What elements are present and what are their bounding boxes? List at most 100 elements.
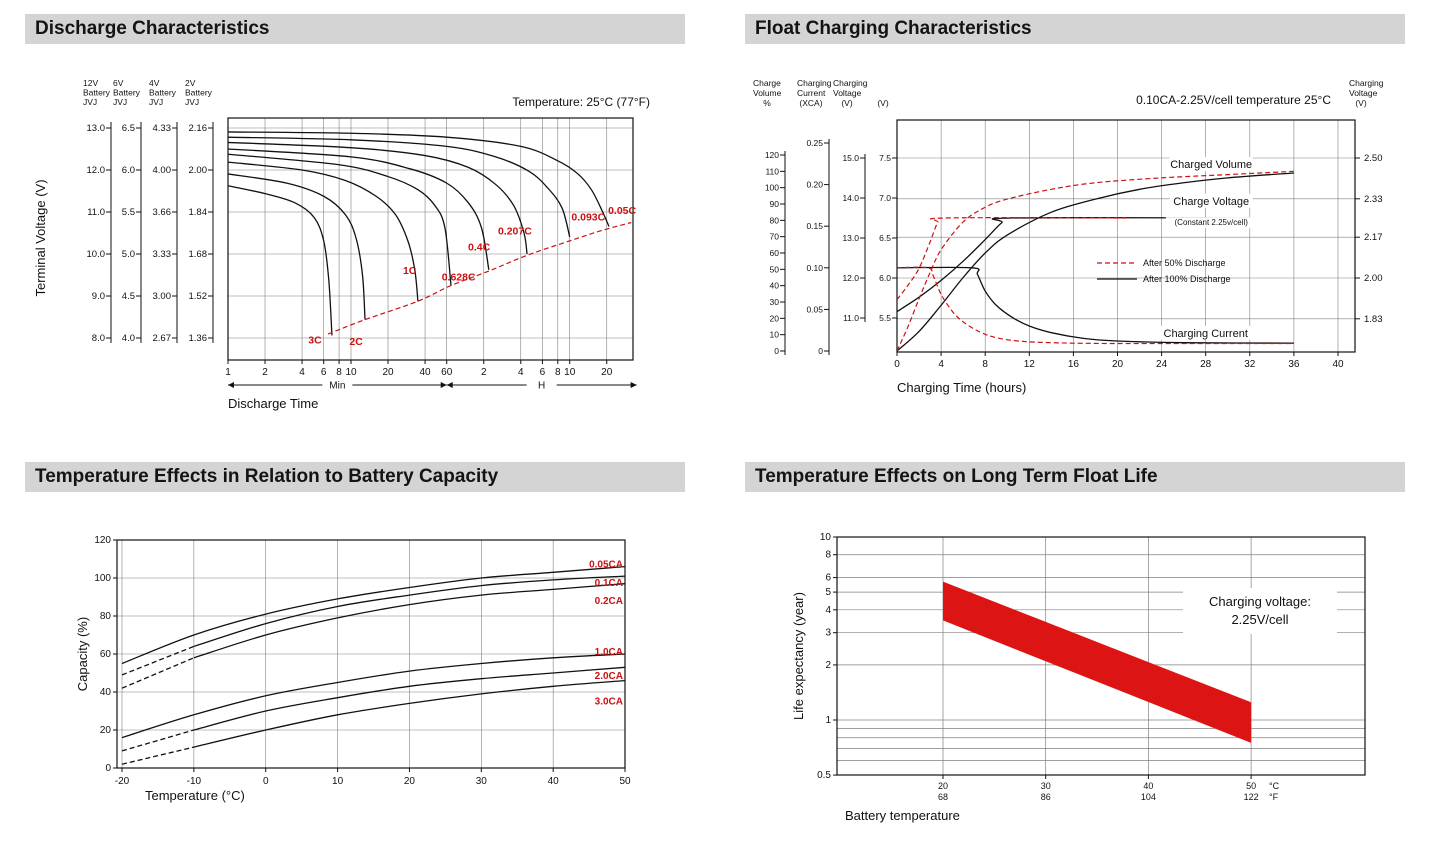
curve-charged-volume-after-50 — [897, 170, 1294, 352]
svg-text:15.0: 15.0 — [842, 153, 859, 163]
curve-charge-voltage-after-100 — [897, 216, 1250, 313]
svg-text:8: 8 — [555, 367, 561, 378]
curve-charging-current-after-100 — [897, 266, 1294, 344]
svg-text:0.628C: 0.628C — [442, 272, 476, 284]
svg-text:(Constant 2.25v/cell): (Constant 2.25v/cell) — [1175, 218, 1249, 227]
svg-text:(XCA): (XCA) — [799, 98, 822, 108]
svg-text:36: 36 — [1288, 359, 1300, 370]
curve-0.628C — [228, 153, 452, 286]
discharge-curves — [228, 131, 632, 336]
svg-text:1.83: 1.83 — [1364, 314, 1383, 325]
grid — [117, 539, 626, 769]
svg-text:Temperature: 25°C (77°F): Temperature: 25°C (77°F) — [512, 95, 650, 109]
svg-text:6V: 6V — [113, 78, 124, 88]
curve-0.05C — [228, 131, 610, 227]
svg-text:3.00: 3.00 — [153, 291, 172, 302]
svg-text:2.00: 2.00 — [1364, 273, 1383, 284]
svg-text:60: 60 — [441, 367, 453, 378]
svg-text:0: 0 — [894, 359, 900, 370]
svg-text:50: 50 — [1246, 781, 1256, 791]
svg-text:4: 4 — [938, 359, 944, 370]
svg-text:24: 24 — [1156, 359, 1168, 370]
svg-text:1.52: 1.52 — [189, 291, 208, 302]
end-of-discharge-curve — [327, 221, 632, 335]
svg-text:Battery temperature: Battery temperature — [845, 808, 960, 823]
svg-text:3.0CA: 3.0CA — [595, 697, 623, 708]
svg-text:1: 1 — [225, 367, 231, 378]
svg-text:2.0CA: 2.0CA — [595, 671, 623, 682]
svg-text:0: 0 — [263, 776, 269, 787]
curve-2C — [228, 173, 366, 320]
svg-text:13.0: 13.0 — [842, 233, 859, 243]
svg-text:Battery: Battery — [83, 88, 111, 98]
panel-temperature-effects-float-life: Temperature Effects on Long Term Float L… — [745, 462, 1405, 830]
svg-text:0.4C: 0.4C — [468, 241, 491, 253]
svg-text:11.0: 11.0 — [87, 207, 105, 218]
svg-text:40: 40 — [1332, 359, 1344, 370]
svg-text:Life expectancy (year): Life expectancy (year) — [791, 592, 806, 720]
svg-text:16: 16 — [1068, 359, 1080, 370]
svg-text:0.15: 0.15 — [806, 221, 823, 231]
svg-text:6: 6 — [825, 573, 831, 584]
float-life-panel-title: Temperature Effects on Long Term Float L… — [745, 462, 1405, 492]
svg-text:Charging: Charging — [833, 78, 868, 88]
charging-curves — [897, 170, 1294, 352]
svg-text:2V: 2V — [185, 78, 196, 88]
svg-text:30: 30 — [770, 297, 780, 307]
svg-text:Battery: Battery — [113, 88, 141, 98]
grid — [896, 120, 1355, 352]
svg-text:2.67: 2.67 — [153, 333, 172, 344]
svg-text:60: 60 — [770, 248, 780, 258]
float-charging-panel-title: Float Charging Characteristics — [745, 14, 1405, 44]
panel-float-charging-characteristics: Float Charging Characteristics Charge Vol… — [745, 14, 1405, 432]
svg-text:28: 28 — [1200, 359, 1212, 370]
svg-text:1.68: 1.68 — [189, 249, 208, 260]
svg-text:0: 0 — [774, 346, 779, 356]
svg-text:6.0: 6.0 — [122, 165, 135, 176]
svg-text:2: 2 — [825, 660, 831, 671]
svg-text:80: 80 — [770, 215, 780, 225]
svg-text:7.5: 7.5 — [879, 153, 891, 163]
svg-text:Charging: Charging — [797, 78, 832, 88]
discharge-characteristics-chart: 12VBatteryJVJ13.012.011.010.09.08.06VBat… — [33, 78, 650, 411]
svg-text:110: 110 — [765, 166, 779, 176]
svg-text:0.05C: 0.05C — [608, 205, 636, 217]
svg-text:1: 1 — [825, 715, 831, 726]
svg-text:After 50% Discharge: After 50% Discharge — [1143, 258, 1226, 268]
svg-text:5.0: 5.0 — [122, 249, 135, 260]
svg-text:4.33: 4.33 — [153, 123, 172, 134]
svg-text:6: 6 — [540, 367, 546, 378]
svg-text:5: 5 — [825, 587, 831, 598]
float-life-band — [943, 581, 1252, 743]
svg-text:Volume: Volume — [753, 88, 782, 98]
curve-0.4C — [228, 148, 490, 270]
curve-0.093C — [228, 136, 571, 238]
svg-text:90: 90 — [770, 199, 780, 209]
svg-text:2.00: 2.00 — [189, 165, 208, 176]
svg-text:0: 0 — [818, 346, 823, 356]
svg-text:30: 30 — [1041, 781, 1051, 791]
svg-text:After 100% Discharge: After 100% Discharge — [1143, 274, 1231, 284]
curve-charging-current-after-50 — [897, 266, 1294, 345]
float-charging-characteristics-chart: ChargeVolume%010203040506070809010011012… — [753, 78, 1384, 395]
svg-text:20: 20 — [100, 725, 112, 736]
svg-text:1C: 1C — [403, 265, 417, 277]
svg-text:4V: 4V — [149, 78, 160, 88]
svg-text:(V): (V) — [1355, 98, 1367, 108]
svg-text:6.5: 6.5 — [879, 233, 891, 243]
svg-text:Voltage: Voltage — [833, 88, 862, 98]
svg-text:12.0: 12.0 — [842, 273, 859, 283]
svg-text:0.20: 0.20 — [806, 180, 823, 190]
svg-text:Charging: Charging — [1349, 78, 1384, 88]
svg-text:Discharge Time: Discharge Time — [228, 396, 318, 411]
svg-text:104: 104 — [1141, 792, 1156, 802]
svg-text:10.0: 10.0 — [87, 249, 106, 260]
svg-text:60: 60 — [100, 649, 112, 660]
svg-text:4: 4 — [825, 605, 831, 616]
svg-text:0.10: 0.10 — [806, 263, 823, 273]
svg-text:4.0: 4.0 — [122, 333, 135, 344]
svg-text:20: 20 — [404, 776, 416, 787]
svg-text:1.84: 1.84 — [189, 207, 208, 218]
curve-0.207C — [228, 141, 528, 255]
